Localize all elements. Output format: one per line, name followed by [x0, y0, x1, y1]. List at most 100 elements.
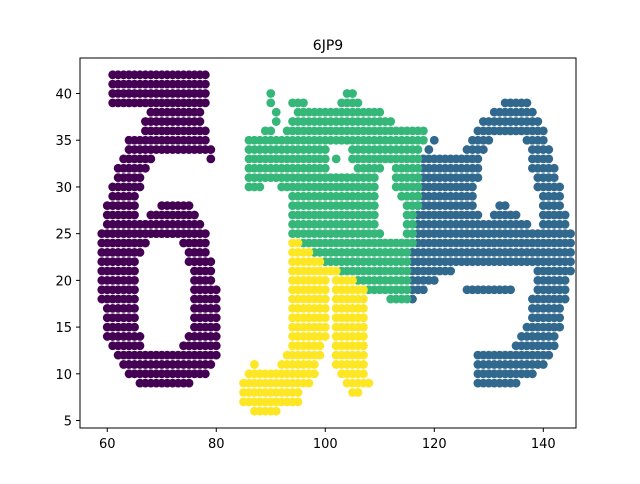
point-0-335 [211, 313, 221, 323]
point-3-128 [315, 350, 325, 360]
point-2-28 [271, 117, 281, 126]
y-tick-label-4: 25 [55, 228, 72, 243]
point-0-285 [130, 275, 139, 285]
point-1-112 [468, 182, 477, 192]
point-0-324 [211, 304, 221, 313]
point-1-197 [560, 219, 570, 229]
point-0-164 [130, 191, 139, 201]
point-1-117 [555, 182, 565, 192]
point-1-80 [473, 163, 483, 173]
point-0-346 [211, 322, 221, 332]
point-2-3 [266, 98, 276, 108]
point-1-373 [555, 304, 565, 313]
point-1-23 [533, 117, 543, 126]
point-3-77 [320, 313, 330, 323]
series-3 [239, 238, 374, 416]
point-3-70 [359, 304, 368, 313]
point-3-195 [293, 388, 303, 397]
point-0-159 [135, 182, 145, 192]
point-1-447 [511, 378, 521, 388]
point-1-85 [549, 163, 559, 173]
point-2-151 [320, 154, 330, 164]
point-1-341 [560, 275, 570, 285]
point-2-245 [413, 182, 423, 192]
point-3-142 [309, 360, 319, 369]
point-3-11 [315, 257, 325, 267]
point-2-339 [408, 229, 417, 239]
point-1-386 [555, 322, 565, 332]
point-2-27 [375, 107, 385, 117]
point-0-170 [130, 201, 139, 211]
point-1-226 [566, 229, 575, 239]
point-1-285 [566, 247, 575, 257]
point-3-179 [304, 378, 314, 388]
point-3-57 [359, 294, 368, 304]
x-tick-label-1: 80 [208, 437, 225, 452]
point-0-262 [130, 257, 139, 267]
point-2-136 [413, 145, 423, 154]
point-2-165 [413, 154, 423, 164]
point-2-75 [418, 126, 428, 136]
point-3-1 [293, 238, 303, 248]
point-2-11 [271, 107, 281, 117]
point-1-428 [538, 360, 548, 369]
point-2-320 [408, 219, 417, 229]
point-1-335 [429, 275, 439, 285]
point-2-302 [408, 210, 417, 220]
point-0-92 [195, 117, 205, 126]
point-1-36 [538, 126, 548, 136]
point-3-148 [359, 360, 368, 369]
y-tick-label-3: 20 [55, 274, 72, 289]
point-2-300 [369, 210, 379, 220]
point-1-192 [522, 219, 532, 229]
point-2-6 [299, 98, 308, 108]
point-2-261 [369, 191, 379, 201]
point-0-313 [211, 294, 221, 304]
point-3-38 [320, 285, 330, 295]
point-1-344 [418, 285, 428, 295]
point-1-12 [528, 107, 537, 117]
point-1-166 [511, 210, 521, 220]
point-2-360 [408, 238, 417, 248]
point-0-301 [211, 285, 221, 295]
point-3-31 [348, 275, 357, 285]
point-1-41 [484, 135, 494, 145]
point-0-372 [211, 341, 221, 351]
point-0-71 [200, 98, 210, 108]
point-2-318 [369, 219, 379, 229]
point-2-0 [266, 89, 276, 98]
point-3-20 [331, 266, 341, 276]
point-0-255 [200, 247, 210, 257]
y-tick-label-5: 30 [55, 181, 72, 196]
point-0-238 [141, 238, 150, 248]
point-2-49 [266, 126, 276, 136]
point-1-415 [544, 350, 554, 360]
point-0-274 [130, 266, 139, 276]
point-3-208 [293, 397, 303, 407]
point-1-97 [473, 173, 483, 183]
series-1 [408, 98, 575, 388]
y-tick-label-0: 5 [64, 415, 72, 430]
point-2-108 [418, 135, 428, 145]
point-3-83 [359, 313, 368, 323]
point-0-229 [200, 229, 210, 239]
point-3-161 [309, 369, 319, 379]
point-0-359 [211, 332, 221, 341]
point-3-96 [359, 322, 368, 332]
point-0-135 [206, 145, 216, 154]
point-0-319 [130, 304, 139, 313]
point-0-104 [200, 126, 210, 136]
point-1-132 [555, 191, 565, 201]
series-2 [244, 89, 428, 304]
y-tick-label-6: 35 [55, 134, 72, 149]
point-3-44 [359, 285, 368, 295]
point-1-323 [446, 266, 456, 276]
point-0-182 [130, 210, 139, 220]
point-2-265 [413, 191, 423, 201]
point-0-81 [195, 107, 205, 117]
point-3-213 [271, 406, 281, 416]
x-tick-label-3: 120 [422, 437, 447, 452]
point-1-65 [473, 154, 483, 164]
